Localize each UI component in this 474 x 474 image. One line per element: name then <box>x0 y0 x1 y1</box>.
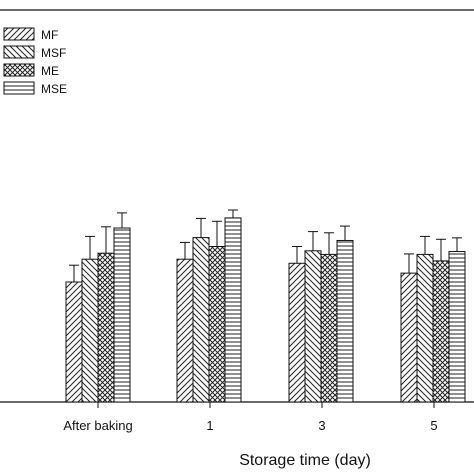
error-bar-me-2 <box>324 232 334 255</box>
legend-label-mf: MF <box>41 28 58 42</box>
error-bar-me-0 <box>101 226 111 254</box>
error-bar-msf-3 <box>420 235 430 255</box>
legend-item-mf: MF <box>3 27 58 42</box>
error-bar-me-3 <box>436 238 446 261</box>
error-bar-msf-1 <box>196 217 206 238</box>
legend-label-msf: MSF <box>41 46 66 60</box>
error-bar-mse-3 <box>452 237 462 252</box>
legend-swatch-mf <box>3 27 35 41</box>
bar-mse-3 <box>448 251 466 403</box>
legend-swatch-msf <box>3 45 35 59</box>
error-bar-mf-2 <box>292 245 302 264</box>
bar-me-3 <box>432 260 450 403</box>
legend-item-me: ME <box>3 63 59 78</box>
bar-me-0 <box>97 252 115 403</box>
bar-me-1 <box>208 245 226 403</box>
x-tick-label-3: 5 <box>430 418 437 433</box>
error-bar-me-1 <box>212 220 222 247</box>
bar-msf-0 <box>81 258 99 403</box>
bar-mse-1 <box>224 217 242 403</box>
bar-mf-3 <box>400 272 418 403</box>
error-bar-msf-2 <box>308 231 318 251</box>
x-tick-label-1: 1 <box>206 418 213 433</box>
error-bar-mf-3 <box>404 253 414 274</box>
bar-mse-2 <box>336 239 354 403</box>
bar-mf-0 <box>65 281 83 403</box>
bar-msf-3 <box>416 253 434 403</box>
x-tick-label-2: 3 <box>318 418 325 433</box>
legend-swatch-me <box>3 63 35 77</box>
error-bar-mse-1 <box>228 209 238 218</box>
bar-mse-0 <box>113 227 131 403</box>
bars-layer <box>65 217 466 403</box>
legend-swatch-mse <box>3 81 35 95</box>
legend-item-mse: MSE <box>3 81 67 96</box>
error-bar-mf-0 <box>69 264 79 282</box>
error-bars-layer <box>69 209 462 282</box>
legend-label-mse: MSE <box>41 82 67 96</box>
bar-mf-1 <box>176 258 194 403</box>
bar-mf-2 <box>288 262 306 403</box>
bar-msf-1 <box>192 237 210 403</box>
legend-item-msf: MSF <box>3 45 66 60</box>
bar-me-2 <box>320 253 338 403</box>
error-bar-mse-0 <box>117 212 127 228</box>
legend-label-me: ME <box>41 64 59 78</box>
x-ticks-layer: After baking 1 3 5 <box>63 402 438 433</box>
error-bar-mse-2 <box>340 225 350 241</box>
x-axis-title: Storage time (day) <box>239 452 371 469</box>
bar-msf-2 <box>304 250 322 403</box>
error-bar-mf-1 <box>180 241 190 260</box>
x-tick-label-0: After baking <box>63 418 132 433</box>
legend: MF MSF ME MSE <box>3 27 67 96</box>
error-bar-msf-0 <box>85 235 95 260</box>
